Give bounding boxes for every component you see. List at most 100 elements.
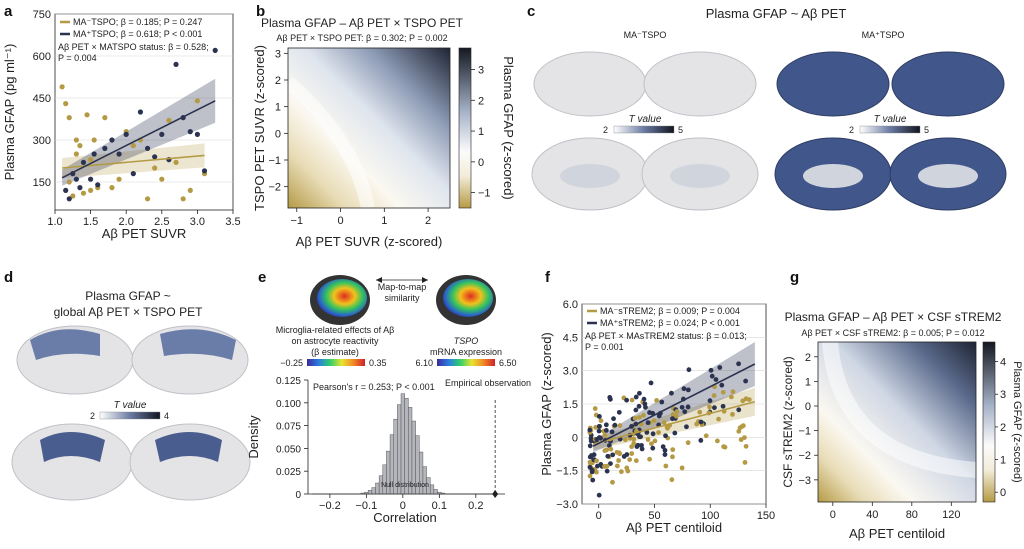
panel-e-bar (382, 464, 387, 495)
panel-g: Plasma GFAP – Aβ PET × CSF sTREM2 Aβ PET… (781, 310, 1023, 541)
panel-e-xtick-label: 0 (400, 500, 406, 512)
panel-a: 1.0 1.5 2.0 2.5 3.0 3.5 150 300 450 600 750 Aβ PE… (2, 9, 241, 241)
panel-f-point (713, 377, 719, 382)
panel-f-point (587, 454, 593, 460)
panel-f-point (603, 422, 609, 428)
panel-a-xtick-label: 1.5 (83, 216, 98, 228)
panel-a-point (77, 143, 83, 149)
brain-c-left-lateral-r (643, 51, 757, 117)
panel-f-point (632, 415, 638, 421)
panel-g-colorbar-tick-label: 2 (1000, 422, 1006, 434)
panel-a-point (123, 131, 129, 137)
panel-g-ytick-label: −3 (798, 475, 811, 487)
panel-f-point (645, 437, 651, 442)
panel-f-point (707, 404, 712, 410)
panel-f-point (647, 410, 652, 415)
panel-a-point (66, 115, 72, 121)
panel-b-ytick-label: 3 (275, 48, 281, 60)
panel-f-point (717, 365, 723, 370)
panel-f-ytick-label: 0 (572, 432, 578, 444)
panel-f-point (681, 386, 687, 392)
panel-f-point (719, 382, 725, 388)
brain-d-lateral-r-highlight (160, 329, 236, 360)
brain-e-right-heat (443, 279, 493, 317)
panel-e-tspo-min: 6.10 (415, 358, 433, 368)
panel-f-point (714, 438, 720, 444)
panel-e-bars (360, 393, 446, 495)
panel-g-subtitle: Aβ PET × CSF sTREM2: β = 0.005; P = 0.01… (801, 328, 984, 338)
panel-f-point (685, 440, 691, 446)
panel-f-point (670, 416, 675, 422)
panel-e-ytick-label: 0 (295, 490, 301, 501)
panel-c-tmax-right: 5 (924, 125, 929, 135)
panel-a-stat-line1: Aβ PET × MATSPO status: β = 0.528; (58, 42, 209, 52)
panel-f-point (650, 445, 656, 451)
panel-f-point (591, 452, 597, 458)
panel-b: Plasma GFAP – Aβ PET × TSPO PET Aβ PET ×… (252, 16, 516, 249)
panel-f-point (682, 409, 688, 415)
panel-b-ylabel: TSPO PET SUVR (z-scored) (252, 45, 267, 211)
panel-f-point (598, 418, 604, 424)
panel-f-stat-line2: P = 0.001 (585, 342, 624, 352)
panel-a-point (84, 112, 90, 118)
panel-a-ylabel: Plasma GFAP (pg ml⁻¹) (2, 44, 17, 181)
panel-a-point (70, 193, 76, 199)
panel-a-point (152, 165, 158, 171)
panel-e-arrow-left (376, 277, 382, 283)
panel-f-point (743, 443, 749, 449)
panel-f-point (736, 428, 742, 434)
panel-g-colorbar-tick-label: 4 (1000, 357, 1006, 369)
panel-a-points (59, 47, 218, 202)
panel-b-colorbar-tick-label: 3 (478, 65, 484, 77)
panel-f-yticks: −3.0 −1.5 0 1.5 3.0 4.5 6.0 (556, 299, 578, 511)
panel-a-xtick-label: 2.0 (119, 216, 134, 228)
panel-f-xticks: 0 50 100 150 (596, 504, 775, 522)
panel-b-heat-ridge (283, 76, 375, 210)
panel-f-ytick-label: −1.5 (556, 466, 578, 478)
panel-f-point (617, 423, 623, 428)
panel-b-colorbar-tick-label: 0 (478, 157, 484, 169)
panel-a-yticks: 150 300 450 600 750 (33, 9, 51, 189)
panel-f-point (641, 412, 646, 418)
panel-e-xtick-label: 0.2 (468, 500, 483, 512)
panel-g-colorbar-label: Plasma GFAP (z-scored) (1011, 361, 1023, 482)
panel-f-point (596, 428, 602, 434)
panel-a-point (116, 151, 122, 157)
panel-a-point (80, 159, 87, 165)
panel-f-point (587, 427, 593, 433)
panel-e-bar (371, 487, 376, 495)
panel-d-tmax: 4 (164, 411, 169, 421)
panel-g-colorbar-tick-label: 1 (1000, 455, 1006, 467)
panel-f: 0 50 100 150 −3.0 −1.5 0 1.5 3.0 4.5 6.0 Aβ PET c… (539, 299, 775, 535)
panel-e-bar (422, 466, 427, 495)
panel-g-colorbar-ticks: 4 3 2 1 0 (995, 357, 1006, 499)
panel-b-ytick-label: 1 (275, 102, 281, 114)
panel-a-point (180, 196, 186, 202)
panel-f-point (594, 458, 599, 464)
panel-b-xtick-label: −1 (290, 215, 303, 227)
panel-e-xtick-label: 0.1 (432, 500, 447, 512)
panel-e-ytick-label: 0.075 (276, 422, 301, 433)
panel-a-grid (55, 13, 233, 183)
panel-e-yticks: 0 0.025 0.050 0.075 0.100 0.125 (276, 376, 308, 501)
panel-c-tmax-left: 5 (678, 125, 683, 135)
panel-f-point (703, 433, 709, 439)
panel-f-point (602, 448, 608, 454)
panel-f-ylabel: Plasma GFAP (z-scored) (539, 332, 554, 476)
panel-b-colorbar-tick-label: −1 (478, 188, 491, 200)
panel-b-ytick-label: −2 (268, 182, 281, 194)
panel-c-tmin-right: 2 (849, 125, 854, 135)
panel-f-point (685, 387, 691, 393)
panel-a-point (144, 145, 151, 151)
panel-a-point (88, 187, 94, 193)
panel-e-xtick-label: −0.1 (356, 500, 378, 512)
panel-b-xlabel: Aβ PET SUVR (z-scored) (296, 234, 443, 249)
panel-a-point (212, 47, 218, 54)
panel-f-point (674, 409, 680, 414)
panel-a-xtick-label: 3.5 (225, 216, 240, 228)
panel-f-point (629, 397, 635, 403)
panel-f-point (656, 430, 661, 435)
panel-f-point (663, 463, 669, 469)
panel-a-xtick-label: 3.0 (190, 216, 205, 228)
panel-d-title2: global Aβ PET × TSPO PET (54, 305, 204, 319)
